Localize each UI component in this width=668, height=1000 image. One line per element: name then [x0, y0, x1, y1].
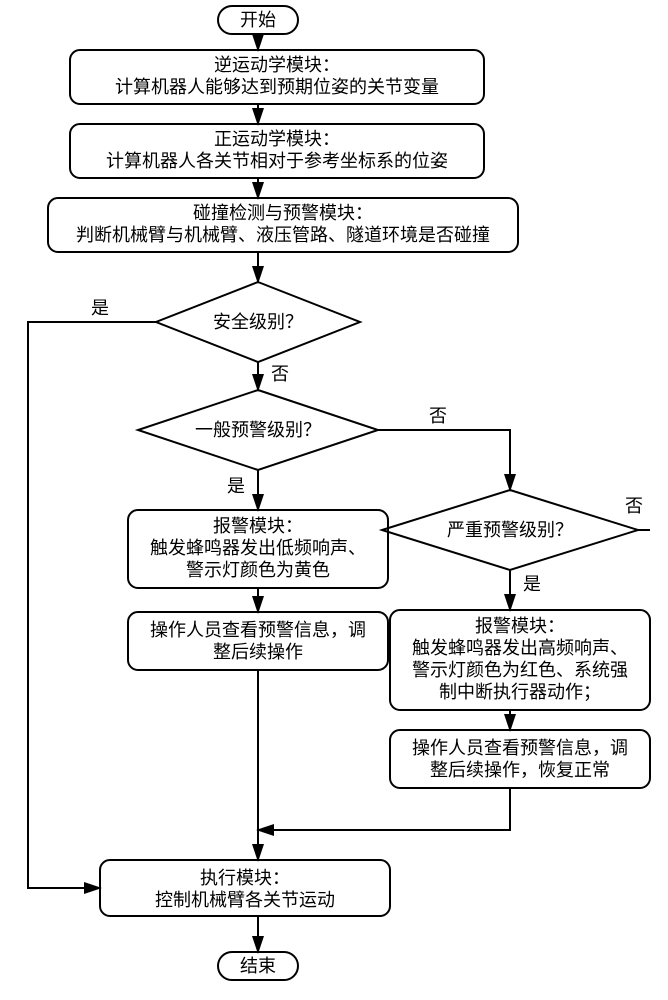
oper-general-l2: 整后续操作 [213, 642, 303, 662]
lbl-safety-yes: 是 [91, 298, 109, 318]
alarm-general-l3: 警示灯颜色为黄色 [186, 560, 330, 580]
end-label: 结束 [240, 956, 276, 976]
flowchart: 开始结束 逆运动学模块：计算机器人能够达到预期位姿的关节变量正运动学模块：计算机器… [0, 0, 668, 1000]
alarm-severe-l1: 报警模块： [475, 616, 565, 636]
alarm-severe-l3: 警示灯颜色为红色、系统强 [412, 660, 628, 680]
start-label: 开始 [240, 10, 276, 30]
alarm-general-l2: 触发蜂鸣器发出低频响声、 [150, 538, 366, 558]
inverse-kinematics-l2: 计算机器人能够达到预期位姿的关节变量 [115, 77, 439, 97]
alarm-severe-l2: 触发蜂鸣器发出高频响声、 [412, 638, 628, 658]
edge-operS-join [258, 788, 510, 830]
execute-l2: 控制机械臂各关节运动 [155, 890, 335, 910]
lbl-severe-yes: 是 [523, 574, 541, 594]
forward-kinematics-l1: 正运动学模块： [214, 129, 340, 149]
decision-safety-text: 安全级别？ [213, 312, 303, 332]
collision-detect-l1: 碰撞检测与预警模块： [193, 203, 373, 223]
lbl-general-no: 否 [429, 406, 447, 426]
edge-safety-yes [28, 322, 156, 888]
oper-severe-l1: 操作人员查看预警信息，调 [412, 738, 628, 758]
execute-l1: 执行模块： [200, 868, 290, 888]
lbl-severe-no: 否 [625, 496, 643, 516]
oper-severe-l2: 整后续操作，恢复正常 [430, 760, 610, 780]
decision-severe-text: 严重预警级别？ [447, 520, 573, 540]
forward-kinematics-l2: 计算机器人各关节相对于参考坐标系的位姿 [106, 151, 448, 171]
alarm-general-l1: 报警模块： [213, 516, 303, 536]
edge-general-no [378, 430, 510, 490]
lbl-general-yes: 是 [227, 476, 245, 496]
alarm-severe-l4: 制中断执行器动作； [439, 682, 601, 702]
lbl-safety-no: 否 [271, 364, 289, 384]
decision-general-text: 一般预警级别？ [195, 420, 321, 440]
collision-detect-l2: 判断机械臂与机械臂、液压管路、隧道环境是否碰撞 [76, 225, 490, 245]
inverse-kinematics-l1: 逆运动学模块： [214, 55, 340, 75]
oper-general-l1: 操作人员查看预警信息，调 [150, 620, 366, 640]
